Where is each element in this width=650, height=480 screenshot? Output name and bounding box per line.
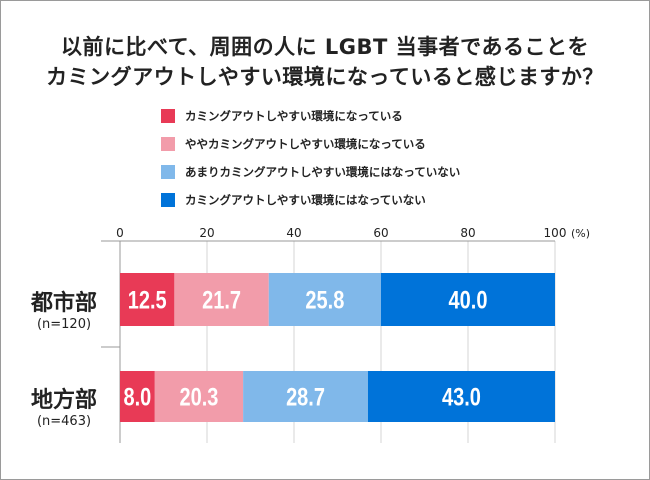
category-name: 地方部 <box>30 388 97 413</box>
legend-swatch <box>161 109 175 123</box>
bar-segment <box>243 371 368 422</box>
legend-item: カミングアウトしやすい環境にはなっていない <box>161 192 426 208</box>
chart-title-line-2: カミングアウトしやすい環境になっていると感じますか？ <box>46 65 604 89</box>
data-label: 43.0 <box>442 383 481 411</box>
legend-swatch <box>161 137 175 151</box>
x-tick-label: 0 <box>116 226 124 240</box>
x-unit-label: (%) <box>571 227 590 240</box>
legend-label: カミングアウトしやすい環境にはなっていない <box>185 193 426 207</box>
data-label: 12.5 <box>128 286 167 314</box>
bar-segment <box>120 371 155 422</box>
x-tick-label: 20 <box>199 226 214 240</box>
legend-label: あまりカミングアウトしやすい環境にはなっていない <box>185 165 461 179</box>
bar-segment <box>154 371 244 422</box>
x-tick-label: 40 <box>286 226 301 240</box>
legend-swatch <box>161 165 175 179</box>
legend-item: ややカミングアウトしやすい環境になっている <box>161 136 426 152</box>
category-name: 都市部 <box>30 291 97 316</box>
legend-item: あまりカミングアウトしやすい環境にはなっていない <box>161 164 460 180</box>
legend-label: カミングアウトしやすい環境になっている <box>185 109 403 123</box>
data-label: 8.0 <box>124 383 152 411</box>
legend-label: ややカミングアウトしやすい環境になっている <box>185 137 426 151</box>
row-label-urban: 都市部 (n=120) <box>19 285 109 332</box>
data-label: 25.8 <box>305 286 344 314</box>
data-label: 40.0 <box>449 286 488 314</box>
data-label: 28.7 <box>286 383 325 411</box>
legend-item: カミングアウトしやすい環境になっている <box>161 108 403 124</box>
bar-segment <box>120 273 175 326</box>
bar-segment <box>367 371 555 422</box>
bar-segment <box>268 273 381 326</box>
x-tick-label: 100 <box>544 226 567 240</box>
data-label: 20.3 <box>179 383 218 411</box>
row-label-rural: 地方部 (n=463) <box>19 382 109 429</box>
chart-title-line-1: 以前に比べて、周囲の人に LGBT 当事者であることを <box>61 35 589 59</box>
bar-segment <box>174 273 269 326</box>
x-tick-label: 80 <box>460 226 475 240</box>
data-label: 21.7 <box>202 286 241 314</box>
category-count: (n=120) <box>36 317 92 332</box>
x-tick-label: 60 <box>373 226 388 240</box>
bar-segment <box>381 273 555 326</box>
legend-swatch <box>161 193 175 207</box>
category-count: (n=463) <box>36 414 92 429</box>
